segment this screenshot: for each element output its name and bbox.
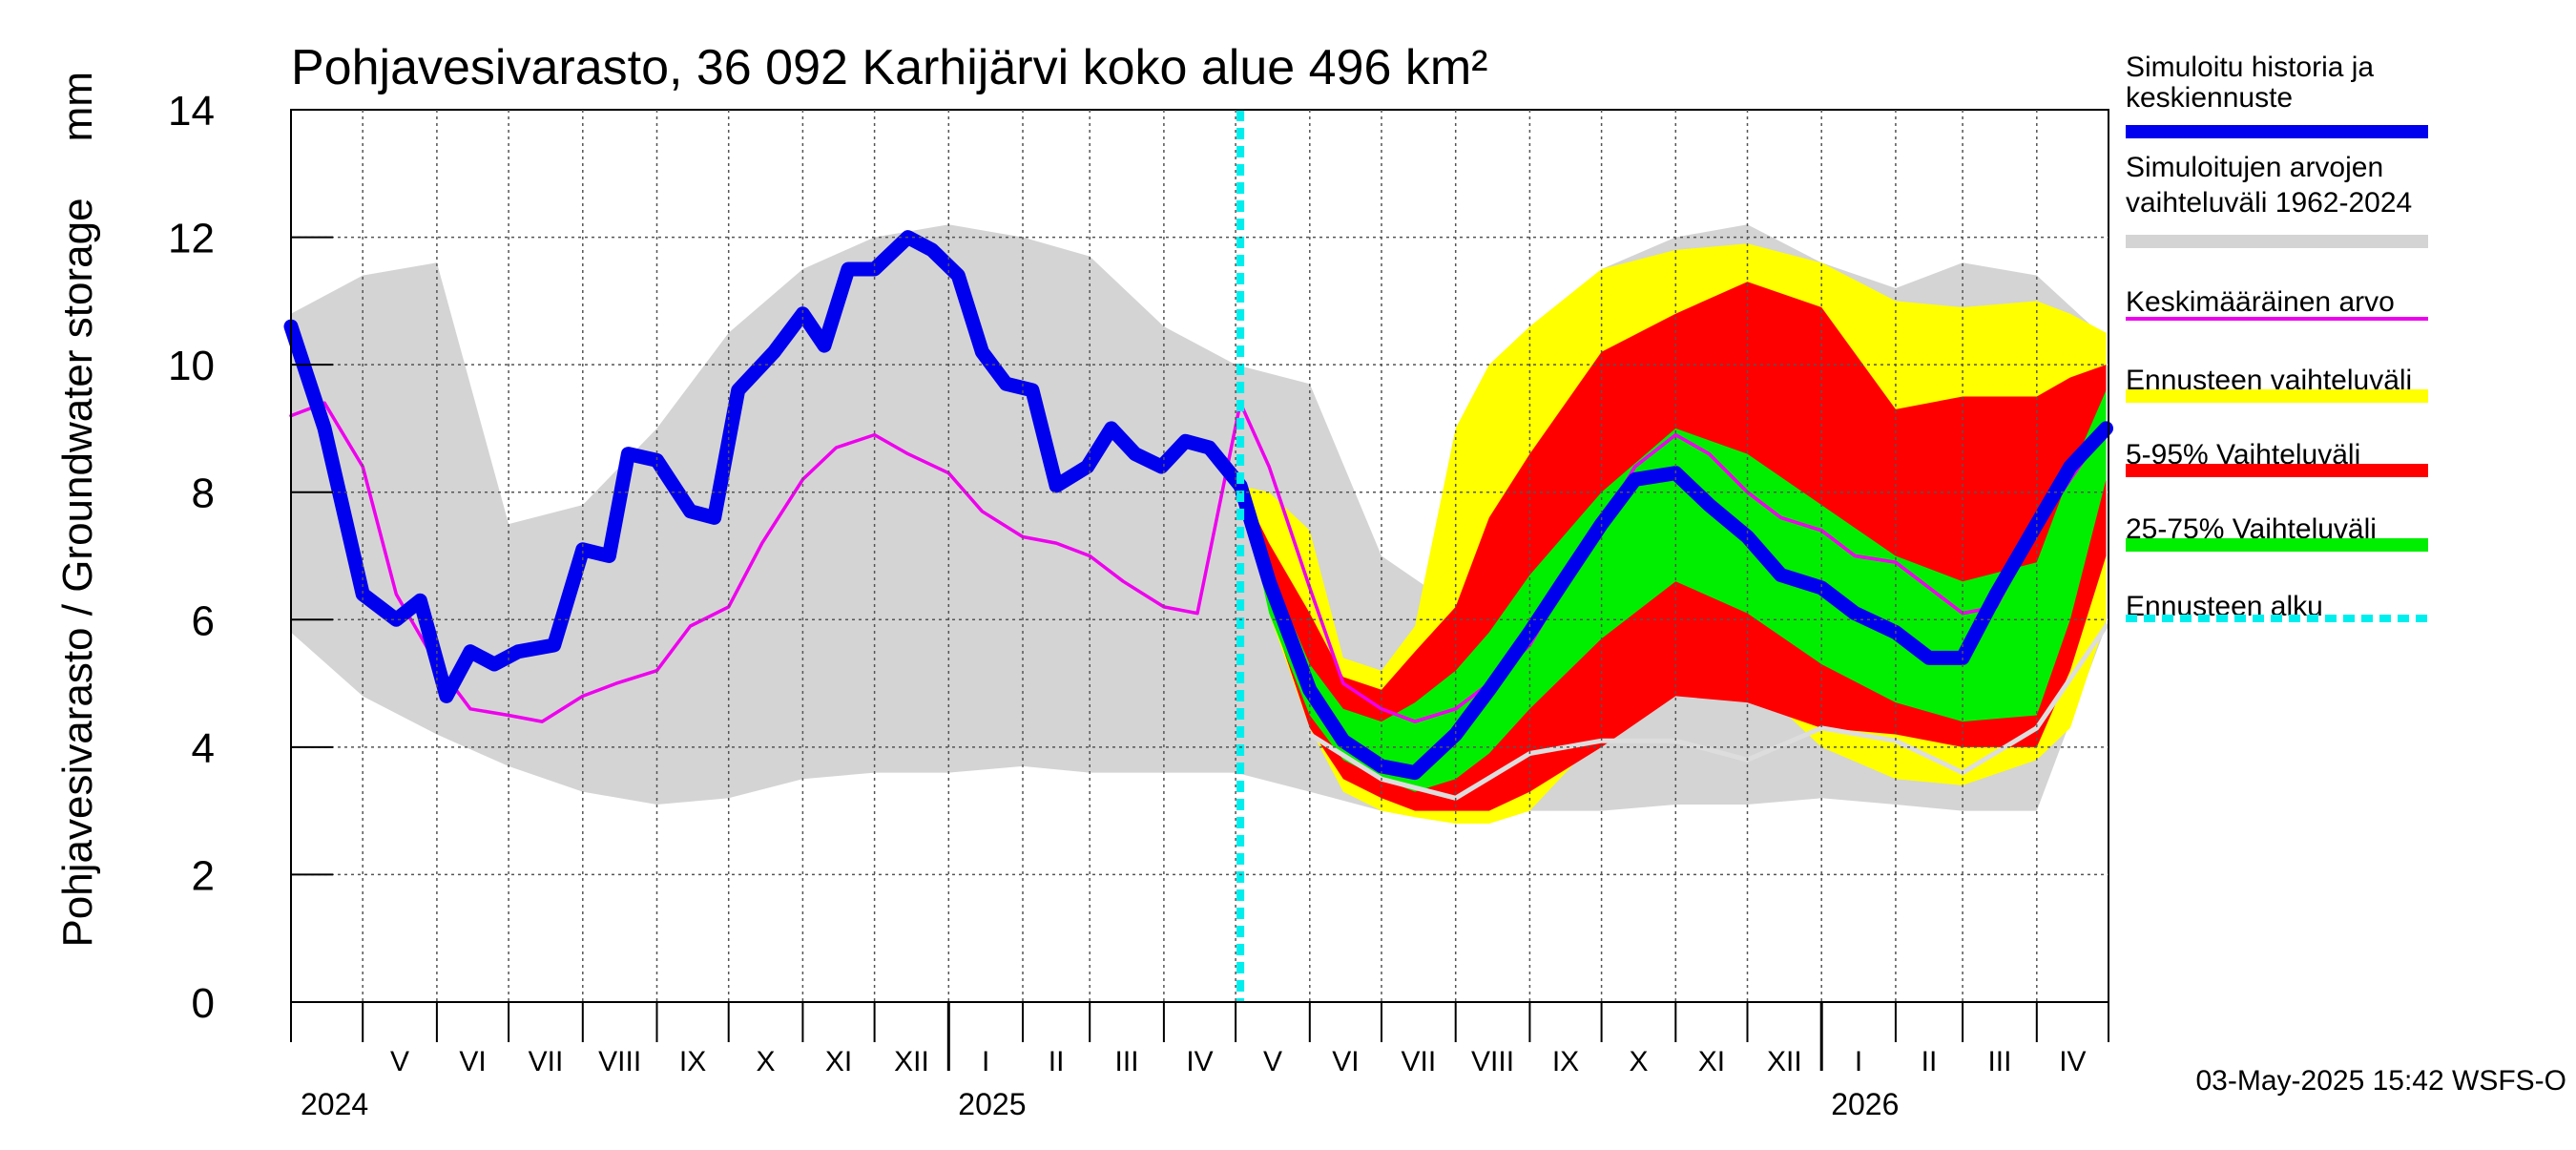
month-label: II <box>1922 1046 1938 1077</box>
y-tick-label: 0 <box>192 980 215 1027</box>
month-label: XI <box>1698 1046 1725 1077</box>
month-label: X <box>1629 1046 1648 1077</box>
legend-label: Keskimääräinen arvo <box>2126 286 2395 318</box>
month-label: V <box>390 1046 409 1077</box>
year-label: 2026 <box>1831 1087 1899 1121</box>
month-label: VII <box>529 1046 564 1077</box>
y-tick-label: 10 <box>168 343 215 389</box>
month-label: III <box>1115 1046 1139 1077</box>
timestamp: 03-May-2025 15:42 WSFS-O <box>2196 1065 2567 1097</box>
month-label: VIII <box>1471 1046 1514 1077</box>
month-label: XII <box>894 1046 929 1077</box>
y-tick-label: 4 <box>192 725 215 772</box>
y-tick-label: 8 <box>192 470 215 517</box>
month-label: XII <box>1767 1046 1802 1077</box>
month-label: IX <box>679 1046 706 1077</box>
history-median-line <box>283 230 2113 781</box>
plot-area <box>283 110 2113 1002</box>
month-label: VIII <box>598 1046 641 1077</box>
month-label: VI <box>1332 1046 1359 1077</box>
legend-label: Simuloitujen arvojen vaihteluväli 1962-20… <box>2126 152 2412 219</box>
month-label: V <box>1263 1046 1282 1077</box>
plot-frame <box>290 109 2109 1003</box>
chart-title: Pohjavesivarasto, 36 092 Karhijärvi koko… <box>291 40 1487 95</box>
y-tick-label: 2 <box>192 852 215 899</box>
month-label: I <box>1855 1046 1862 1077</box>
y-axis-unit: mm <box>54 72 101 141</box>
month-label: XI <box>825 1046 852 1077</box>
month-label: IX <box>1552 1046 1579 1077</box>
month-label: VII <box>1402 1046 1437 1077</box>
month-label: II <box>1049 1046 1065 1077</box>
historical-min-line <box>1307 623 2109 801</box>
month-label: III <box>1987 1046 2011 1077</box>
year-label: 2024 <box>301 1087 368 1121</box>
month-label: I <box>982 1046 989 1077</box>
y-axis-label: Pohjavesivarasto / Groundwater storage <box>54 198 101 947</box>
month-label: IV <box>2059 1046 2086 1077</box>
month-label: X <box>757 1046 776 1077</box>
mean-line <box>289 401 2109 723</box>
band-25-75 <box>1240 389 2107 792</box>
y-tick-label: 14 <box>168 88 215 135</box>
y-tick-label: 6 <box>192 597 215 644</box>
legend-label: Simuloitu historia ja keskiennuste <box>2126 52 2374 114</box>
month-label: VI <box>459 1046 486 1077</box>
legend: Simuloitu historia ja keskiennuste Simuloi… <box>2126 52 2428 622</box>
y-tick-label: 12 <box>168 216 215 262</box>
year-label: 2025 <box>958 1087 1026 1121</box>
month-label: IV <box>1186 1046 1213 1077</box>
